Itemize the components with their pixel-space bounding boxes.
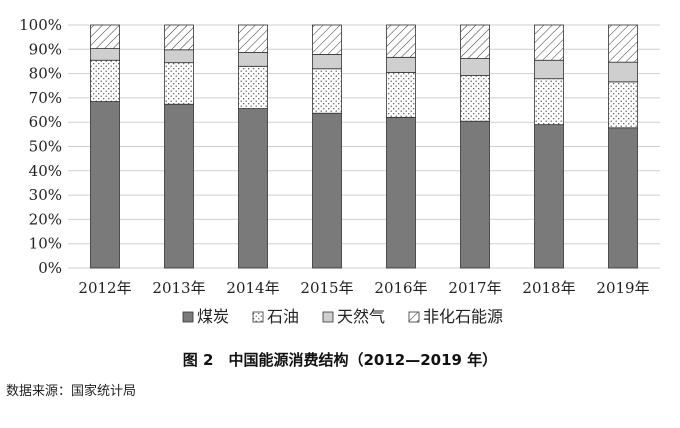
- y-tick-label: 10%: [29, 235, 62, 253]
- legend-item: 非化石能源: [408, 307, 503, 326]
- bar-segment: [312, 112, 342, 269]
- bar-segment: [386, 56, 416, 73]
- legend-label: 煤炭: [197, 307, 229, 326]
- bar-segment: [386, 24, 416, 58]
- bar-segment: [238, 24, 268, 53]
- legend-swatch: [182, 311, 194, 323]
- bar-segment: [608, 81, 638, 129]
- figure-caption: 图 2 中国能源消费结构（2012—2019 年）: [182, 351, 498, 369]
- x-tick-label: 2019年: [596, 279, 649, 297]
- bar-segment: [534, 124, 564, 269]
- bar-segment: [608, 61, 638, 83]
- legend-label: 石油: [267, 307, 299, 326]
- y-tick-label: 70%: [29, 89, 62, 107]
- bar-segment: [164, 24, 194, 51]
- bar-segment: [534, 59, 564, 80]
- bar-segment: [164, 49, 194, 64]
- bar-segment: [164, 62, 194, 105]
- x-tick-label: 2018年: [522, 279, 575, 297]
- bar-segment: [90, 48, 120, 61]
- legend-item: 天然气: [322, 307, 385, 326]
- energy-structure-chart: 0%10%20%30%40%50%60%70%80%90%100% 2012年 2…: [19, 16, 660, 326]
- y-tick-label: 20%: [29, 210, 62, 228]
- legend-swatch: [252, 311, 264, 323]
- y-tick-label: 80%: [29, 65, 62, 83]
- legend-label: 非化石能源: [423, 307, 503, 326]
- bar-segment: [238, 65, 268, 109]
- bar-segment: [312, 24, 342, 55]
- legend: 煤炭 石油 天然气 非化石能源: [182, 307, 503, 326]
- bar-segment: [460, 120, 490, 269]
- bar-segment: [608, 127, 638, 269]
- y-tick-label: 40%: [29, 162, 62, 180]
- bar-segment: [164, 103, 194, 269]
- bar-segment: [238, 52, 268, 67]
- bar-segment: [460, 24, 490, 59]
- y-tick-label: 100%: [19, 16, 62, 34]
- bar-segment: [90, 59, 120, 102]
- y-tick-label: 50%: [29, 138, 62, 156]
- data-source-note: 数据来源：国家统计局: [6, 384, 137, 399]
- x-tick-label: 2015年: [300, 279, 353, 297]
- bars: [90, 24, 638, 269]
- y-tick-label: 30%: [29, 186, 62, 204]
- bar-segment: [460, 58, 490, 76]
- grid-lines: [68, 24, 660, 269]
- x-tick-label: 2016年: [374, 279, 427, 297]
- y-tick-label: 0%: [38, 259, 62, 277]
- bar-segment: [312, 68, 342, 114]
- legend-swatch: [322, 311, 334, 323]
- y-tick-label: 60%: [29, 113, 62, 131]
- bar-segment: [90, 24, 120, 49]
- bar-segment: [534, 78, 564, 126]
- bar-segment: [386, 116, 416, 269]
- x-tick-label: 2013年: [152, 279, 205, 297]
- bar-segment: [460, 75, 490, 122]
- bar-segment: [238, 108, 268, 269]
- y-tick-label: 90%: [29, 40, 62, 58]
- legend-label: 天然气: [337, 307, 385, 326]
- legend-item: 煤炭: [182, 307, 229, 326]
- bar-segment: [534, 24, 564, 61]
- bar-segment: [312, 54, 342, 70]
- bar-segment: [386, 71, 416, 118]
- bar-segment: [90, 101, 120, 269]
- bar-segment: [608, 24, 638, 63]
- legend-swatch: [408, 311, 420, 323]
- y-axis: 0% 10% 20% 30% 40% 50% 60% 70% 80% 90% 100%: [19, 16, 62, 277]
- legend-item: 石油: [252, 307, 299, 326]
- x-tick-label: 2012年: [78, 279, 131, 297]
- x-tick-label: 2014年: [226, 279, 279, 297]
- x-axis: 2012年 2013年 2014年 2015年 2016年 2017年 2018年 2019年: [78, 279, 649, 297]
- x-tick-label: 2017年: [448, 279, 501, 297]
